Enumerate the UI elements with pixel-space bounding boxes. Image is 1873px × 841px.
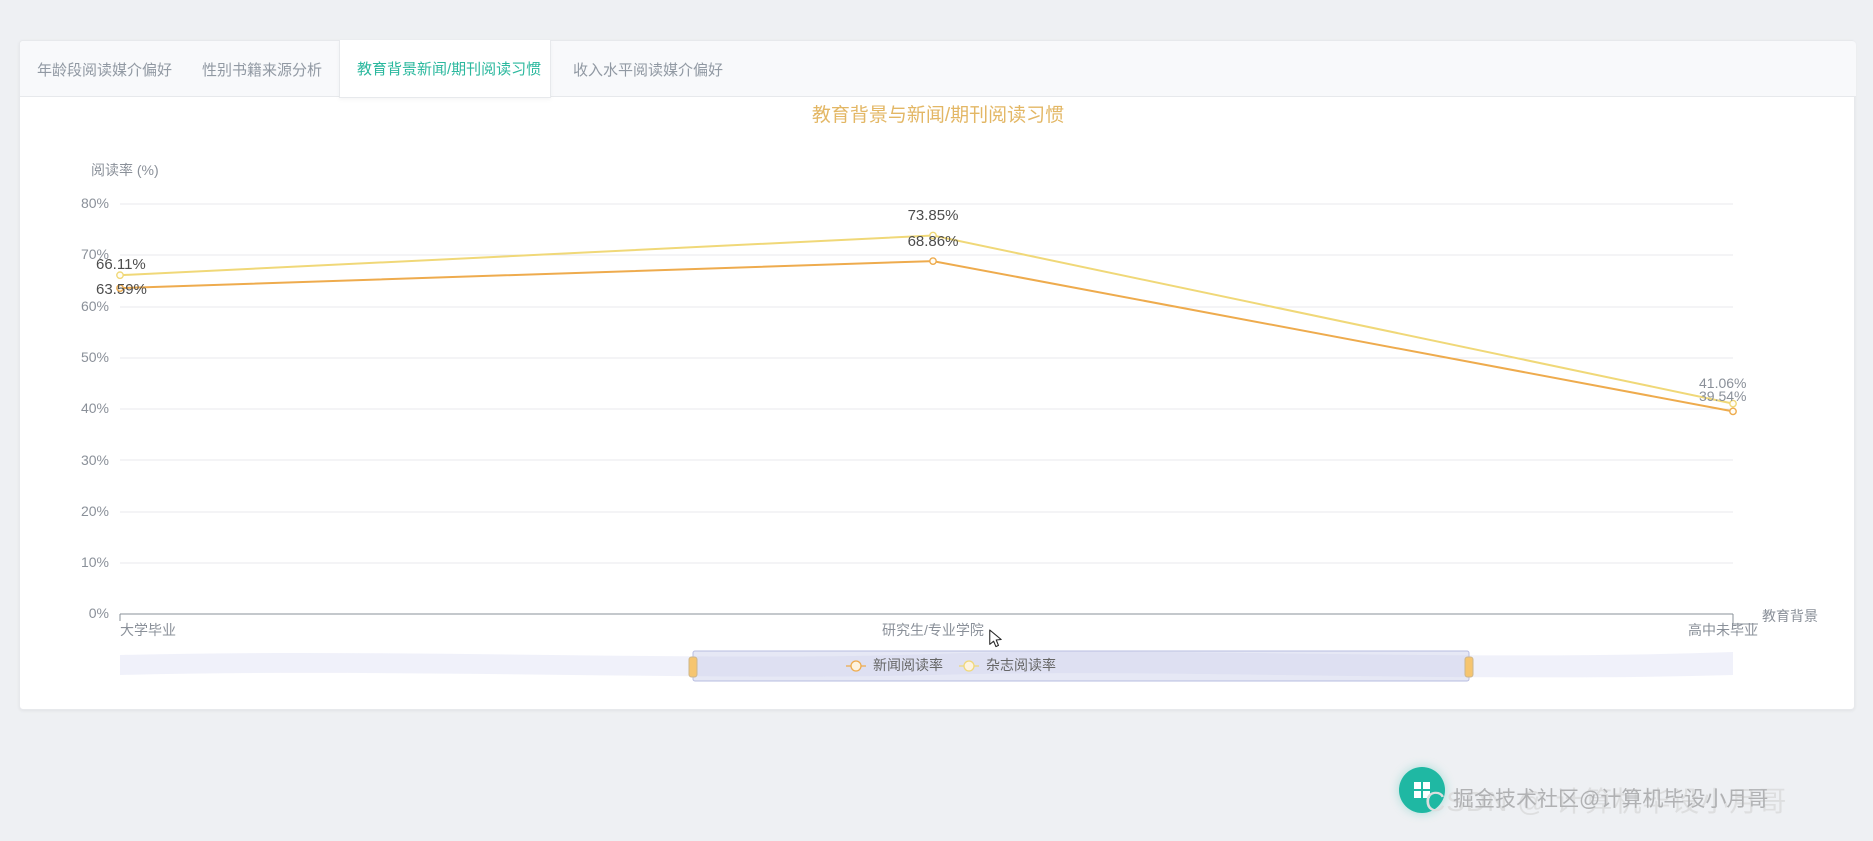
svg-text:73.85%: 73.85% bbox=[908, 207, 959, 224]
svg-text:39.54%: 39.54% bbox=[1699, 388, 1746, 404]
svg-text:0%: 0% bbox=[89, 605, 109, 621]
svg-text:30%: 30% bbox=[81, 452, 109, 468]
svg-text:68.86%: 68.86% bbox=[908, 233, 959, 250]
svg-text:阅读率 (%): 阅读率 (%) bbox=[91, 162, 159, 178]
svg-text:研究生/专业学院: 研究生/专业学院 bbox=[882, 622, 984, 638]
svg-text:60%: 60% bbox=[81, 298, 109, 314]
svg-text:50%: 50% bbox=[81, 349, 109, 365]
svg-text:40%: 40% bbox=[81, 400, 109, 416]
svg-text:教育背景: 教育背景 bbox=[1762, 608, 1818, 624]
svg-text:杂志阅读率: 杂志阅读率 bbox=[986, 657, 1056, 673]
svg-text:高中未毕业: 高中未毕业 bbox=[1688, 622, 1758, 638]
svg-text:大学毕业: 大学毕业 bbox=[120, 622, 176, 638]
svg-text:20%: 20% bbox=[81, 503, 109, 519]
svg-text:66.11%: 66.11% bbox=[96, 256, 146, 273]
svg-text:新闻阅读率: 新闻阅读率 bbox=[873, 657, 943, 673]
svg-text:63.59%: 63.59% bbox=[96, 281, 147, 298]
svg-text:10%: 10% bbox=[81, 554, 109, 570]
svg-text:80%: 80% bbox=[81, 195, 109, 211]
